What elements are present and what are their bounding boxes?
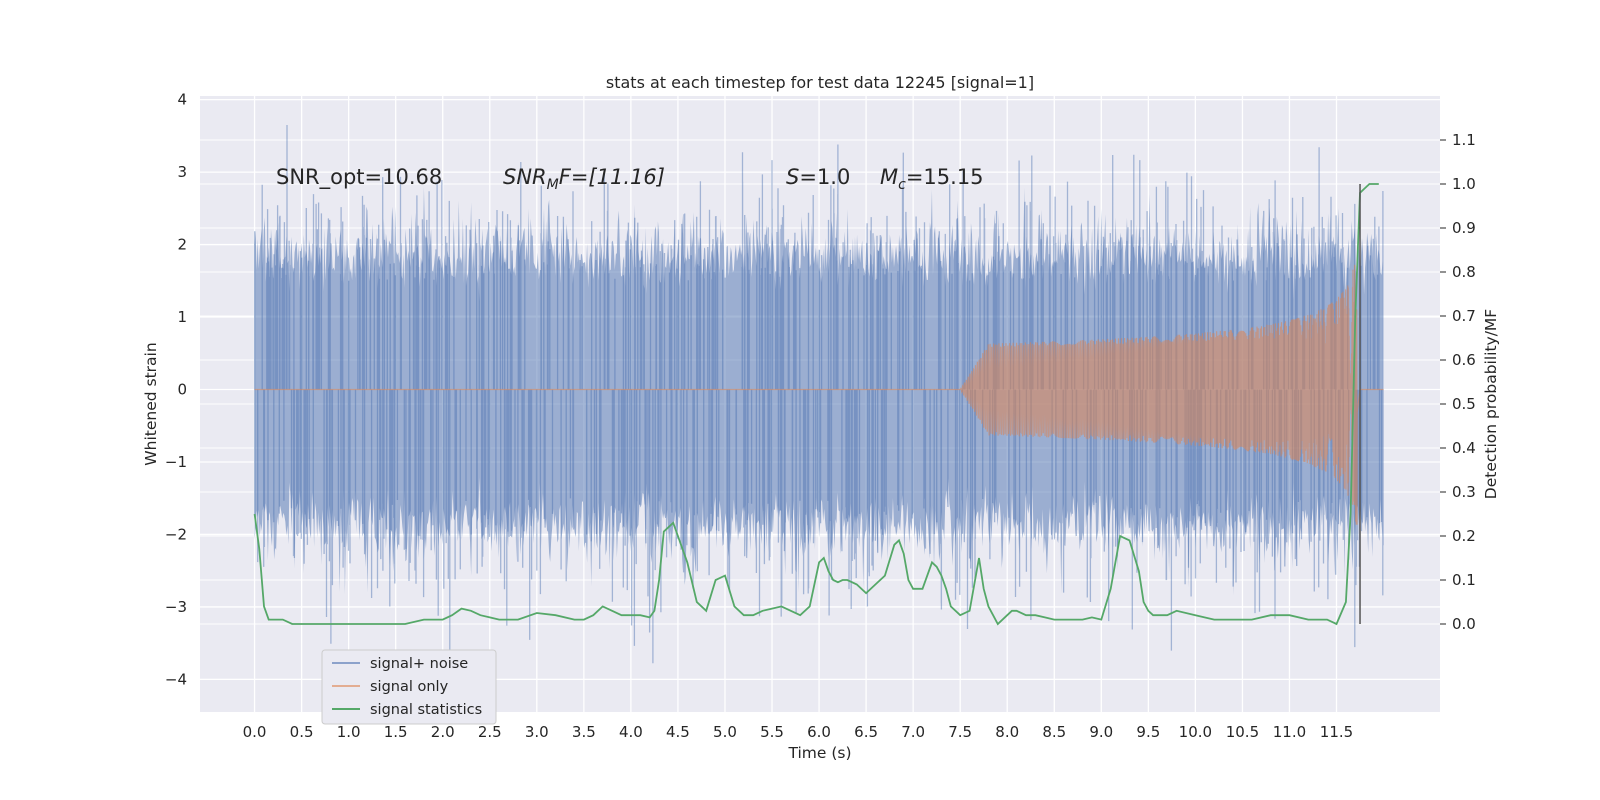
y-right-tick-label: 0.1	[1452, 571, 1476, 589]
y-right-tick-label: 0.6	[1452, 351, 1476, 369]
x-tick-label: 2.5	[478, 723, 502, 741]
y-left-tick-labels: 4 3 2 1 0 −1 −2 −3 −4	[165, 91, 187, 689]
signal-statistics-line	[253, 183, 1379, 626]
y-left-tick-label: −2	[165, 525, 187, 543]
annotation-snr-mf-main: SNR	[503, 165, 547, 189]
x-tick-label: 6.0	[807, 723, 831, 741]
x-tick-label: 0.0	[243, 723, 267, 741]
legend-label-signal-statistics: signal statistics	[370, 702, 482, 718]
annotation-snr-mf-sub: M	[547, 177, 559, 193]
annotation-s-main: S	[786, 165, 799, 189]
series-signal-only	[254, 264, 1384, 525]
annotation-snr-mf-rest: F=[11.16]	[559, 165, 665, 189]
y-left-tick-label: 4	[177, 91, 187, 109]
annotation-s: S=1.0	[786, 165, 850, 189]
x-tick-label: 8.5	[1042, 723, 1066, 741]
x-tick-label: 4.0	[619, 723, 643, 741]
y-right-axis-label: Detection probability/MF	[1482, 309, 1500, 500]
annotation-mc-main: M	[880, 165, 898, 189]
x-tick-label: 10.5	[1226, 723, 1259, 741]
annotation-snr-opt: SNR_opt=10.68	[276, 165, 442, 190]
x-tick-label: 9.5	[1136, 723, 1160, 741]
chart-title: stats at each timestep for test data 122…	[606, 73, 1034, 92]
x-tick-label: 11.0	[1273, 723, 1306, 741]
y-right-tick-label: 0.8	[1452, 263, 1476, 281]
y-left-tick-label: 0	[177, 381, 187, 399]
x-tick-label: 4.5	[666, 723, 690, 741]
annotation-mc-rest: =15.15	[906, 165, 984, 189]
annotation-s-rest: =1.0	[799, 165, 850, 189]
x-tick-label: 10.0	[1179, 723, 1212, 741]
x-tick-label: 6.5	[854, 723, 878, 741]
x-tick-label: 5.0	[713, 723, 737, 741]
y-right-tick-label: 0.7	[1452, 307, 1476, 325]
annotation-mc-sub: c	[898, 177, 906, 193]
x-tick-label: 7.5	[948, 723, 972, 741]
y-left-tick-label: 3	[177, 163, 187, 181]
y-left-axis-label: Whitened strain	[142, 342, 160, 465]
y-right-tick-label: 0.0	[1452, 615, 1476, 633]
legend-label-signal-noise: signal+ noise	[370, 656, 468, 672]
x-tick-label: 11.5	[1320, 723, 1353, 741]
signal-only-line	[254, 264, 1384, 525]
x-tick-label: 5.5	[760, 723, 784, 741]
x-tick-label: 0.5	[290, 723, 314, 741]
y-left-tick-label: −4	[165, 670, 187, 688]
y-left-tick-label: −3	[165, 598, 187, 616]
noise-band	[254, 186, 1383, 596]
y-left-tick-label: −1	[165, 453, 187, 471]
y-right-tick-label: 0.4	[1452, 439, 1476, 457]
legend: signal+ noise signal only signal statist…	[321, 649, 497, 725]
y-left-tick-label: 2	[177, 236, 187, 254]
y-right-tick-label: 0.2	[1452, 527, 1476, 545]
series-signal-statistics	[253, 183, 1379, 626]
y-left-tick-label: 1	[177, 308, 187, 326]
x-tick-label: 7.0	[901, 723, 925, 741]
y-right-tick-label: 0.9	[1452, 219, 1476, 237]
x-tick-labels: 0.0 0.5 1.0 1.5 2.0 2.5 3.0 3.5 4.0 4.5 5.0 5.5 6.0 6…	[243, 723, 1354, 741]
legend-label-signal-only: signal only	[370, 679, 449, 695]
x-tick-label: 9.0	[1089, 723, 1113, 741]
y-right-tick-label: 1.1	[1452, 131, 1476, 149]
annotation-snr-mf: SNRMF=[11.16]	[503, 165, 665, 193]
x-tick-label: 2.0	[431, 723, 455, 741]
x-tick-label: 3.5	[572, 723, 596, 741]
x-tick-label: 1.5	[384, 723, 408, 741]
y-right-tick-label: 1.0	[1452, 175, 1476, 193]
legend-box	[321, 649, 497, 725]
x-tick-label: 8.0	[995, 723, 1019, 741]
y-right-tick-labels: 0.0 0.1 0.2 0.3 0.4 0.5 0.6 0.7 0.8 0.9 1.0 1.1	[1440, 131, 1476, 633]
annotation-mc: Mc=15.15	[880, 165, 984, 193]
x-tick-label: 3.0	[525, 723, 549, 741]
y-right-tick-label: 0.3	[1452, 483, 1476, 501]
x-tick-label: 1.0	[337, 723, 361, 741]
y-right-tick-label: 0.5	[1452, 395, 1476, 413]
x-axis-label: Time (s)	[787, 744, 851, 762]
